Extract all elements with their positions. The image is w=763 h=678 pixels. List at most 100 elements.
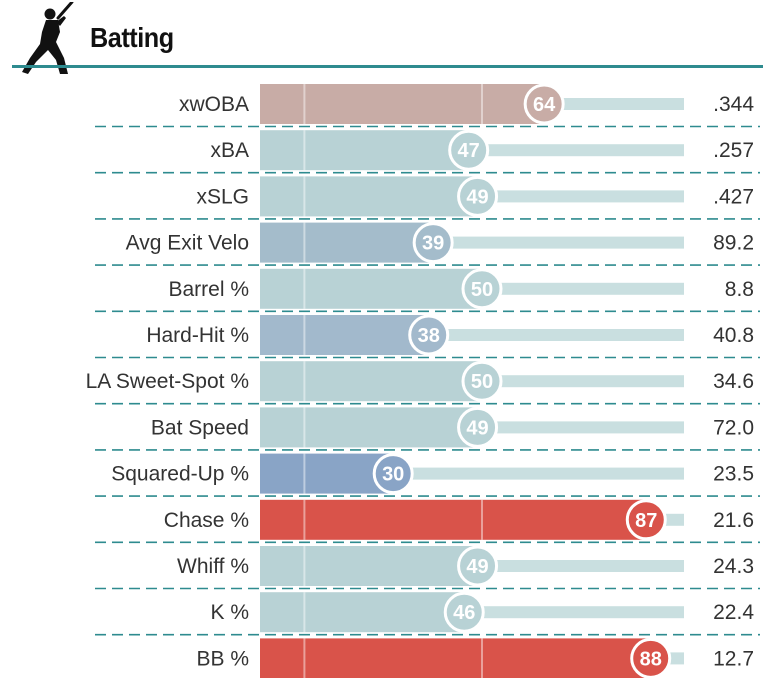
category-label: LA Sweet-Spot % xyxy=(86,370,249,393)
percentile-circle xyxy=(523,83,565,125)
bar xyxy=(260,130,469,171)
reference-line xyxy=(303,315,306,355)
category-label: K % xyxy=(210,601,249,624)
reference-line xyxy=(303,407,306,448)
stat-value: 40.8 xyxy=(713,324,754,347)
percentile-label: 49 xyxy=(466,556,488,578)
category-label: xSLG xyxy=(196,185,249,208)
bar xyxy=(260,453,394,494)
chart-rows: xwOBA 64 .344 xBA 47 .257 xSLG 49 .427 Avg Exit V… xyxy=(86,83,760,678)
section-title: Batting xyxy=(90,22,174,53)
stat-value: 89.2 xyxy=(713,232,754,255)
percentile-circle xyxy=(461,360,503,402)
chart-row: Barrel % 50 8.8 xyxy=(95,268,760,313)
percentile-label: 38 xyxy=(418,325,440,347)
percentile-label: 49 xyxy=(466,186,488,208)
stat-value: 8.8 xyxy=(725,278,754,301)
reference-line xyxy=(303,222,306,263)
bar xyxy=(260,84,545,124)
bar xyxy=(260,222,434,263)
bar xyxy=(260,499,647,540)
chart-row: Whiff % 49 24.3 xyxy=(95,545,760,590)
chart-row: xBA 47 .257 xyxy=(95,129,760,174)
reference-line xyxy=(303,499,306,540)
stat-value: 12.7 xyxy=(713,647,754,670)
percentile-label: 50 xyxy=(471,279,493,301)
bar xyxy=(260,176,478,217)
chart-row: LA Sweet-Spot % 50 34.6 xyxy=(86,360,760,405)
percentile-circle xyxy=(448,129,490,171)
reference-line xyxy=(481,638,483,678)
stat-value: 22.4 xyxy=(713,601,754,624)
category-label: xwOBA xyxy=(179,93,249,116)
reference-line xyxy=(303,592,306,633)
percentile-label: 49 xyxy=(466,417,488,439)
percentile-circle xyxy=(457,406,499,448)
percentile-circle xyxy=(625,499,667,541)
percentile-label: 64 xyxy=(533,94,556,116)
percentile-circle xyxy=(408,314,450,356)
stat-value: 34.6 xyxy=(713,370,754,393)
stat-value: 24.3 xyxy=(713,555,754,578)
percentile-circle xyxy=(630,637,672,678)
stat-value: 72.0 xyxy=(713,416,754,439)
category-label: Hard-Hit % xyxy=(146,324,249,347)
bar xyxy=(260,407,478,448)
chart-row: xSLG 49 .427 xyxy=(95,175,760,220)
batter-silhouette-icon xyxy=(22,2,74,74)
percentile-label: 46 xyxy=(453,602,475,624)
reference-line xyxy=(481,84,483,124)
chart-row: Hard-Hit % 38 40.8 xyxy=(95,314,760,359)
stat-value: .257 xyxy=(713,139,754,162)
category-label: BB % xyxy=(196,647,249,670)
bar xyxy=(260,546,478,586)
bar xyxy=(260,592,465,633)
category-label: Avg Exit Velo xyxy=(126,232,249,255)
reference-line xyxy=(303,453,306,494)
bar xyxy=(260,268,482,309)
reference-line xyxy=(303,130,306,171)
stat-value: 21.6 xyxy=(713,509,754,532)
percentile-circle xyxy=(412,222,454,264)
bar xyxy=(260,638,651,678)
chart-row: BB % 88 12.7 xyxy=(196,637,754,678)
stat-value: .427 xyxy=(713,185,754,208)
stat-value: 23.5 xyxy=(713,463,754,486)
section-header: Batting xyxy=(0,0,763,74)
reference-line xyxy=(303,546,306,586)
category-label: Chase % xyxy=(164,509,249,532)
reference-line xyxy=(303,361,306,402)
stat-value: .344 xyxy=(713,93,754,116)
reference-line xyxy=(303,84,306,124)
category-label: Whiff % xyxy=(177,555,249,578)
reference-line xyxy=(481,499,483,540)
header-rule xyxy=(12,65,763,68)
percentile-label: 88 xyxy=(640,648,662,670)
chart-row: Squared-Up % 30 23.5 xyxy=(95,453,760,497)
bar xyxy=(260,361,482,402)
percentile-label: 47 xyxy=(458,140,480,162)
chart-row: Bat Speed 49 72.0 xyxy=(95,406,760,451)
bar xyxy=(260,315,429,355)
chart-row: Chase % 87 21.6 xyxy=(95,499,760,544)
chart-row: Avg Exit Velo 39 89.2 xyxy=(95,222,760,266)
reference-line xyxy=(303,638,306,678)
category-label: Bat Speed xyxy=(151,416,249,439)
chart-row: K % 46 22.4 xyxy=(95,591,760,636)
category-label: Squared-Up % xyxy=(111,463,249,486)
percentile-circle xyxy=(443,591,485,633)
reference-line xyxy=(303,176,306,217)
percentile-circle xyxy=(461,268,503,310)
category-label: Barrel % xyxy=(168,278,249,301)
chart-row: xwOBA 64 .344 xyxy=(95,83,760,128)
percentile-label: 87 xyxy=(635,510,657,532)
percentile-circle xyxy=(457,175,499,217)
percentile-circle xyxy=(372,453,414,495)
reference-line xyxy=(303,268,306,309)
percentile-label: 50 xyxy=(471,371,493,393)
percentile-label: 39 xyxy=(422,233,444,255)
percentile-circle xyxy=(457,545,499,587)
percentile-label: 30 xyxy=(382,464,404,486)
category-label: xBA xyxy=(210,139,249,162)
